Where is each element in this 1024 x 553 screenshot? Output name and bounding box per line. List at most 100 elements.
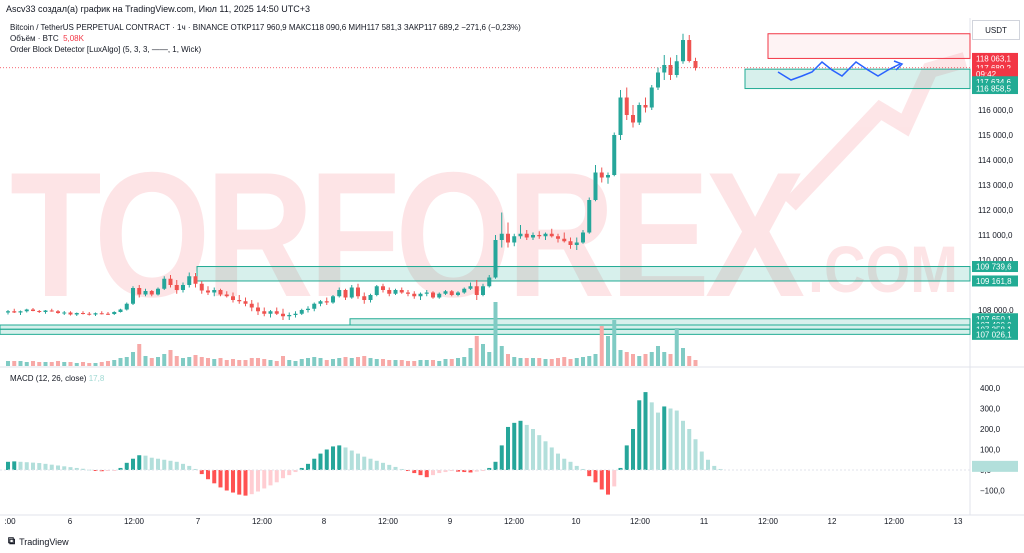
candle — [143, 291, 148, 295]
candle — [249, 303, 254, 308]
price-tag-text: 109 161,8 — [976, 277, 1012, 286]
volume-bar — [118, 358, 123, 366]
volume-bar — [37, 362, 42, 366]
volume-bar — [318, 358, 323, 366]
candle — [318, 301, 323, 304]
volume-bar — [299, 359, 304, 366]
candle — [281, 313, 285, 317]
macd-bar — [18, 461, 23, 470]
volume-bar — [587, 356, 592, 366]
volume-bar — [506, 354, 510, 366]
candle — [618, 97, 623, 135]
volume-bar — [487, 352, 492, 366]
volume-bar — [549, 359, 554, 366]
volume-bar — [668, 354, 673, 366]
time-tick: 12:00 — [504, 517, 525, 526]
volume-bar — [99, 362, 104, 366]
candle — [299, 310, 304, 314]
bullish-order-block — [196, 266, 971, 282]
time-tick: 12:00 — [884, 517, 905, 526]
volume-bar — [512, 357, 517, 366]
volume-bar — [6, 361, 10, 366]
volume-bar — [349, 358, 354, 366]
currency-selector[interactable]: USDT — [972, 20, 1020, 40]
macd-bar — [168, 460, 173, 470]
candle — [693, 61, 698, 68]
volume-bar — [493, 302, 498, 366]
candle — [437, 293, 442, 298]
volume-bar — [49, 362, 54, 366]
time-tick: 10 — [572, 517, 581, 526]
volume-bar — [87, 363, 92, 366]
macd-bar — [443, 470, 448, 473]
macd-tick: −100,0 — [980, 487, 1005, 496]
volume-bar — [581, 357, 585, 366]
price-tag — [972, 328, 1018, 340]
candle — [424, 292, 429, 294]
volume-bar — [93, 363, 98, 366]
price-tick: 112 000,0 — [978, 206, 1014, 215]
macd-bar — [6, 461, 10, 470]
indicator-legend[interactable]: Order Block Detector [LuxAlgo] (5, 3, 3,… — [10, 45, 202, 54]
footer-brand: TradingView — [19, 536, 69, 547]
time-tick: 8 — [322, 517, 327, 526]
macd-tick: 400,0 — [980, 384, 1001, 393]
candle — [274, 311, 279, 314]
candle — [343, 290, 348, 298]
volume-bar — [256, 358, 260, 366]
macd-bar — [118, 467, 123, 470]
candle — [256, 307, 260, 312]
volume-bar — [524, 358, 529, 366]
price-tag-text: 107 650,1 — [976, 315, 1012, 324]
macd-bar — [562, 458, 567, 470]
bullish-order-block — [744, 68, 971, 90]
volume-bar — [162, 354, 167, 366]
macd-bar — [431, 470, 435, 476]
macd-bar — [356, 453, 360, 470]
candle — [674, 61, 679, 75]
time-tick: 7 — [196, 517, 201, 526]
candle — [124, 303, 129, 310]
volume-bar — [574, 358, 579, 366]
macd-bar — [662, 406, 667, 470]
volume-bar — [468, 348, 473, 366]
volume-bar — [112, 360, 117, 366]
macd-bar — [237, 470, 242, 495]
candle — [568, 241, 573, 245]
volume-bar — [312, 357, 317, 366]
candle — [199, 283, 204, 291]
volume-bar — [449, 359, 454, 366]
macd-bar — [543, 441, 548, 470]
macd-bar — [524, 424, 529, 470]
candle — [24, 309, 29, 312]
candle — [412, 293, 417, 297]
volume-bar — [474, 336, 479, 366]
macd-bar — [187, 465, 192, 470]
candle — [643, 105, 648, 108]
price-tick: 111 000,0 — [978, 231, 1013, 240]
volume-bar — [374, 359, 379, 366]
candle — [399, 290, 404, 293]
macd-legend[interactable]: MACD (12, 26, close) 17,8 — [10, 374, 104, 383]
macd-bar — [181, 463, 185, 470]
candle — [668, 65, 673, 75]
volume-bar — [131, 352, 135, 366]
candle — [12, 311, 17, 313]
volume-bar — [24, 362, 29, 366]
macd-bar — [249, 470, 254, 495]
macd-bar — [224, 470, 229, 491]
macd-bar — [256, 470, 260, 492]
macd-bar — [299, 467, 304, 470]
volume-label: Объём · BTC — [10, 34, 59, 43]
volume-bar — [681, 348, 685, 366]
volume-bar — [643, 354, 648, 366]
candle — [206, 290, 210, 293]
volume-bar — [687, 356, 692, 366]
candle — [518, 233, 523, 237]
volume-legend[interactable]: Объём · BTC 5,08K — [10, 33, 521, 44]
candle — [462, 288, 467, 293]
volume-bar — [568, 359, 573, 366]
macd-bar — [24, 462, 29, 470]
symbol-line[interactable]: Bitcoin / TetherUS PERPETUAL CONTRACT · … — [10, 23, 521, 32]
